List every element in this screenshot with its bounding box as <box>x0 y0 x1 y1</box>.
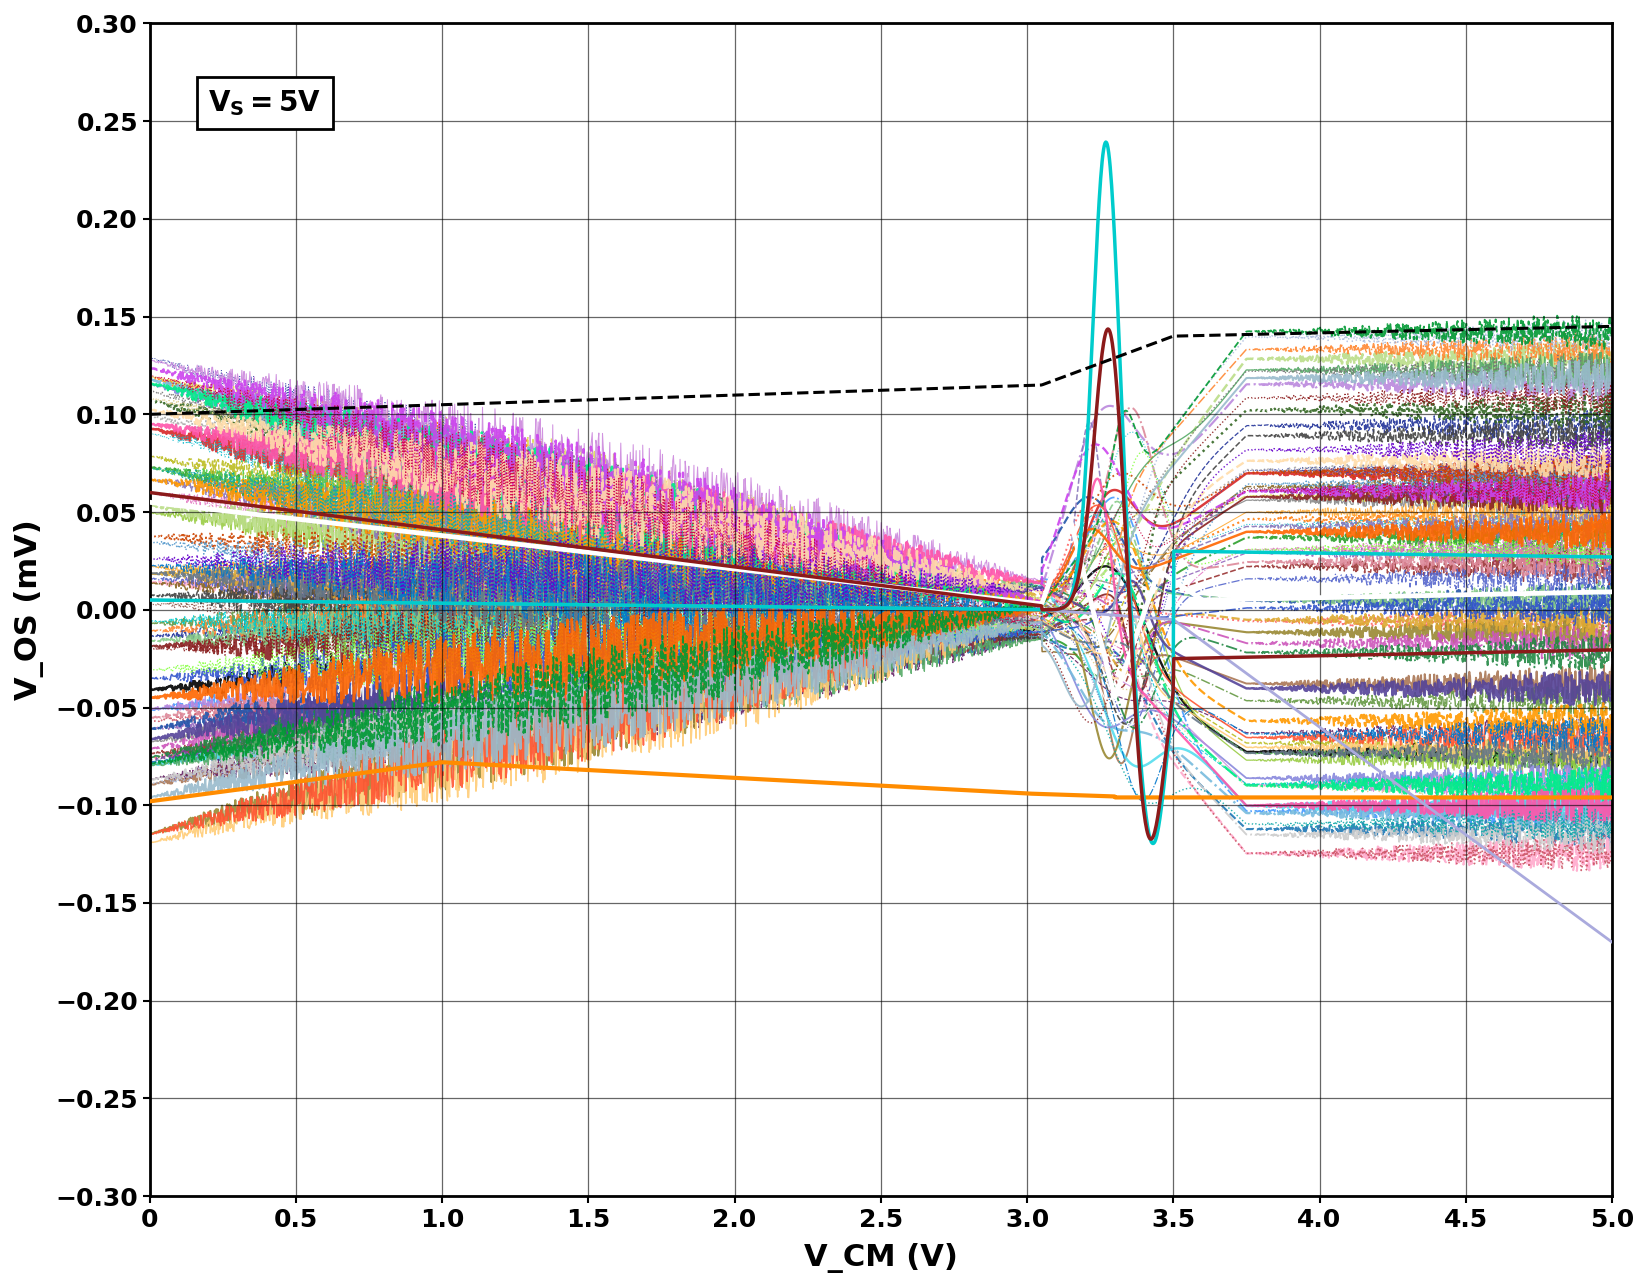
Text: $\mathbf{V_S = 5V}$: $\mathbf{V_S = 5V}$ <box>208 88 321 117</box>
Y-axis label: V_OS (mV): V_OS (mV) <box>13 520 44 700</box>
X-axis label: V_CM (V): V_CM (V) <box>804 1243 957 1273</box>
